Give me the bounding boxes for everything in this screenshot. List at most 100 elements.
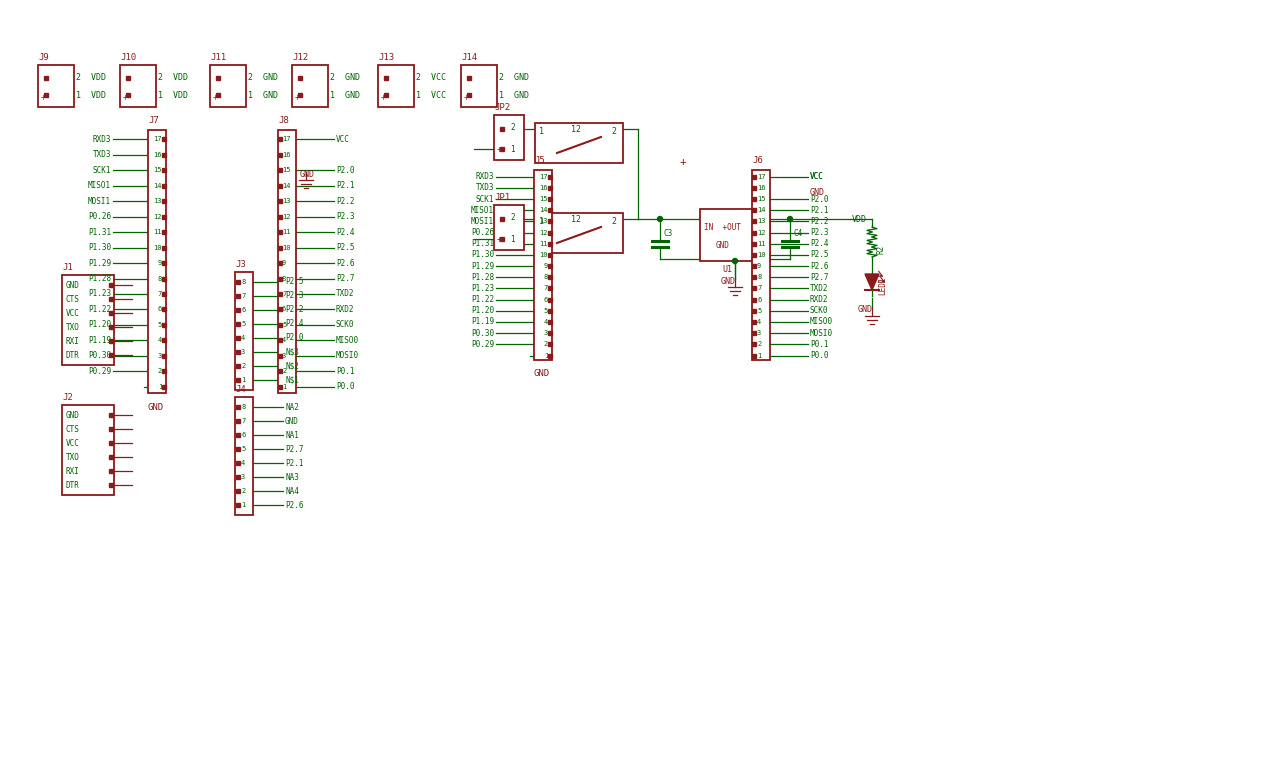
Text: 7: 7 xyxy=(241,293,245,299)
Bar xyxy=(494,115,524,160)
Text: 9: 9 xyxy=(758,263,761,269)
Circle shape xyxy=(657,217,663,221)
Text: 13: 13 xyxy=(282,198,290,204)
Bar xyxy=(494,205,524,250)
Text: P0.29: P0.29 xyxy=(87,367,110,376)
Text: P1.19: P1.19 xyxy=(471,318,494,327)
Text: GND: GND xyxy=(858,306,873,315)
Text: J12: J12 xyxy=(291,53,308,62)
Text: 15: 15 xyxy=(758,196,765,202)
Text: P2.2: P2.2 xyxy=(810,217,828,226)
Text: P2.4: P2.4 xyxy=(285,319,303,328)
Text: 3: 3 xyxy=(241,474,245,480)
Text: P1.20: P1.20 xyxy=(471,306,494,315)
Bar xyxy=(700,209,770,261)
Text: 5: 5 xyxy=(543,308,548,314)
Text: 10: 10 xyxy=(282,245,290,251)
Text: 1  VDD: 1 VDD xyxy=(76,90,107,100)
Text: 16: 16 xyxy=(539,185,548,191)
Text: 1: 1 xyxy=(543,353,548,359)
Text: P2.1: P2.1 xyxy=(336,181,354,190)
Bar xyxy=(461,65,497,107)
Text: JP1: JP1 xyxy=(494,193,510,202)
Text: VCC: VCC xyxy=(65,309,80,318)
Text: 4: 4 xyxy=(282,337,286,344)
Text: GND: GND xyxy=(300,169,315,179)
Bar xyxy=(148,130,166,393)
Text: P1.28: P1.28 xyxy=(87,274,110,283)
Text: P2.7: P2.7 xyxy=(336,274,354,283)
Text: 14: 14 xyxy=(758,207,765,214)
Text: P2.1: P2.1 xyxy=(285,458,303,467)
Text: MISO0: MISO0 xyxy=(810,318,833,327)
Text: P2.3: P2.3 xyxy=(336,212,354,221)
Text: 1  VCC: 1 VCC xyxy=(416,90,446,100)
Text: J8: J8 xyxy=(279,116,289,125)
Text: 2  VCC: 2 VCC xyxy=(416,74,446,83)
Text: +: + xyxy=(497,144,502,154)
Text: 12: 12 xyxy=(282,214,290,220)
Text: 6: 6 xyxy=(282,306,286,312)
Text: GND: GND xyxy=(65,410,80,420)
Text: MOSI1: MOSI1 xyxy=(471,217,494,226)
Text: VCC: VCC xyxy=(65,439,80,448)
Text: J6: J6 xyxy=(752,156,763,165)
Text: P1.29: P1.29 xyxy=(87,258,110,268)
Text: JP2: JP2 xyxy=(494,103,510,112)
Text: 5: 5 xyxy=(282,322,286,328)
Text: SCK0: SCK0 xyxy=(336,321,354,329)
Text: VDD: VDD xyxy=(853,214,867,223)
Text: 6: 6 xyxy=(543,296,548,302)
Text: 17: 17 xyxy=(539,174,548,179)
Text: TXD3: TXD3 xyxy=(475,183,494,192)
Text: P2.7: P2.7 xyxy=(810,273,828,282)
Text: P1.23: P1.23 xyxy=(471,284,494,293)
Text: 15: 15 xyxy=(154,167,162,173)
Text: +: + xyxy=(295,93,299,102)
Text: 8: 8 xyxy=(158,276,162,281)
Text: P0.30: P0.30 xyxy=(471,328,494,337)
Text: NA2: NA2 xyxy=(285,403,299,411)
Text: P1.30: P1.30 xyxy=(87,243,110,252)
Text: NA1: NA1 xyxy=(285,430,299,439)
Text: 2: 2 xyxy=(611,217,616,226)
Text: MISO1: MISO1 xyxy=(471,206,494,215)
Text: J13: J13 xyxy=(377,53,394,62)
Text: NA4: NA4 xyxy=(285,486,299,496)
Text: 12: 12 xyxy=(571,125,580,134)
Text: N$2: N$2 xyxy=(285,362,299,371)
Text: 9: 9 xyxy=(158,260,162,266)
Text: 10: 10 xyxy=(154,245,162,251)
Text: P1.22: P1.22 xyxy=(471,295,494,304)
Text: 5: 5 xyxy=(158,322,162,328)
Text: P1.31: P1.31 xyxy=(87,227,110,236)
Text: 3: 3 xyxy=(158,353,162,359)
Text: 2: 2 xyxy=(543,341,548,347)
Text: TXD3: TXD3 xyxy=(92,150,110,160)
Text: 2: 2 xyxy=(510,122,515,131)
Text: 1  VDD: 1 VDD xyxy=(158,90,187,100)
Text: GND: GND xyxy=(148,403,164,411)
Text: 1: 1 xyxy=(158,384,162,390)
Text: 1  GND: 1 GND xyxy=(248,90,279,100)
Text: P1.19: P1.19 xyxy=(87,336,110,345)
Text: 2  GND: 2 GND xyxy=(248,74,279,83)
Text: J14: J14 xyxy=(461,53,478,62)
Text: CTS: CTS xyxy=(65,425,80,433)
Text: 1: 1 xyxy=(758,353,761,359)
Text: MOSI0: MOSI0 xyxy=(810,328,833,337)
Text: RXD3: RXD3 xyxy=(475,173,494,181)
Text: 6: 6 xyxy=(758,296,761,302)
Text: P2.4: P2.4 xyxy=(336,227,354,236)
Text: +: + xyxy=(41,93,46,102)
Text: P1.29: P1.29 xyxy=(471,261,494,271)
Text: 2: 2 xyxy=(282,369,286,375)
Bar xyxy=(377,65,413,107)
Text: J11: J11 xyxy=(211,53,226,62)
Text: RXD2: RXD2 xyxy=(810,295,828,304)
Text: CTS: CTS xyxy=(65,295,80,303)
Bar xyxy=(535,213,623,253)
Text: 14: 14 xyxy=(282,182,290,188)
Text: 2: 2 xyxy=(158,369,162,375)
Text: 2: 2 xyxy=(758,341,761,347)
